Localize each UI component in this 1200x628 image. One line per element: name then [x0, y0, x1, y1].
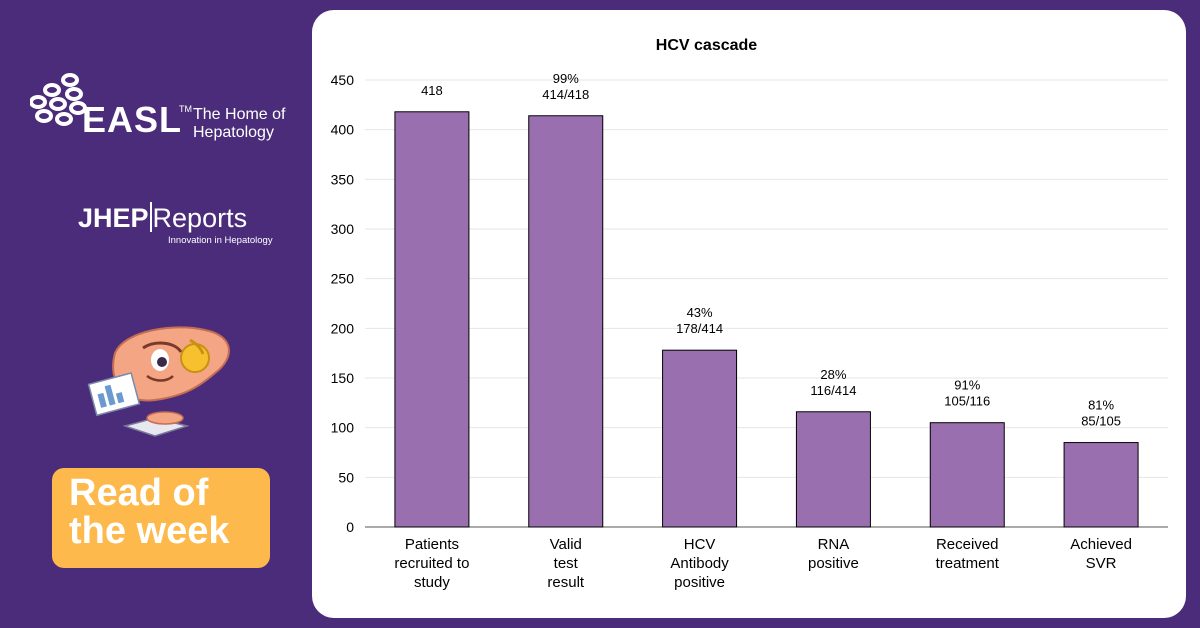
easl-tagline-line2: Hepatology — [193, 124, 274, 141]
y-tick-label: 150 — [331, 370, 355, 386]
bar — [1063, 442, 1139, 528]
y-tick-label: 350 — [331, 171, 355, 187]
jhep-reports-logo: JHEP Reports — [78, 202, 247, 234]
liver-mascot-reading-icon — [87, 326, 230, 437]
data-label: 91% — [954, 378, 980, 393]
x-tick-label: test — [554, 555, 579, 572]
bar — [929, 422, 1005, 528]
x-tick-label: Achieved — [1070, 536, 1132, 553]
y-tick-label: 450 — [331, 72, 355, 88]
jhep-logo-right: Reports — [152, 203, 248, 233]
y-tick-label: 50 — [338, 469, 354, 485]
bar — [394, 111, 470, 528]
y-tick-label: 400 — [331, 122, 355, 138]
y-tick-label: 200 — [331, 320, 355, 336]
chart-card: HCV cascade 0 50 100 150 200 250 300 350 400 450 41… — [312, 10, 1186, 618]
data-label: 43% — [687, 305, 713, 320]
hcv-cascade-chart: HCV cascade 0 50 100 150 200 250 300 350 400 450 41… — [331, 37, 1168, 591]
trademark-mark: TM — [179, 104, 192, 114]
x-tick-label: HCV — [684, 536, 716, 553]
badge-line1: Read of — [69, 472, 209, 514]
data-label: 414/418 — [542, 87, 589, 102]
bar — [528, 115, 604, 528]
badge-text: Read of the week — [69, 474, 269, 550]
x-tick-label: RNA — [818, 536, 850, 553]
jhep-tagline: Innovation in Hepatology — [168, 235, 273, 246]
easl-tagline: The Home of Hepatology — [193, 106, 285, 142]
data-label: 81% — [1088, 398, 1114, 413]
y-tick-label: 300 — [331, 221, 355, 237]
read-of-the-week-badge: Read of the week — [52, 468, 270, 568]
logo-divider — [149, 202, 152, 232]
data-label: 418 — [421, 83, 443, 98]
x-tick-label: Received — [936, 536, 999, 553]
badge-line2: the week — [69, 510, 230, 552]
data-label: 178/414 — [676, 321, 723, 336]
jhep-logo-left: JHEP — [78, 203, 149, 233]
x-tick-label: Antibody — [670, 555, 729, 572]
x-tick-label: result — [547, 574, 585, 591]
x-tick-label: study — [414, 574, 450, 591]
y-tick-label: 250 — [331, 271, 355, 287]
x-tick-label: Valid — [550, 536, 582, 553]
x-tick-label: Patients — [405, 536, 459, 553]
easl-tagline-line1: The Home of — [193, 106, 286, 123]
y-tick-label: 100 — [331, 420, 355, 436]
bar — [662, 349, 738, 528]
x-tick-label: positive — [808, 555, 859, 572]
x-tick-label: treatment — [936, 555, 1000, 572]
easl-hexagon-logo-icon — [30, 73, 87, 126]
data-label: 99% — [553, 71, 579, 86]
data-label: 105/116 — [944, 394, 990, 409]
x-tick-label: SVR — [1086, 555, 1117, 572]
x-tick-label: recruited to — [394, 555, 469, 572]
sidebar: EASL TM The Home of Hepatology JHEP Repor… — [0, 0, 310, 628]
data-label: 116/414 — [810, 383, 856, 398]
x-tick-label: positive — [674, 574, 725, 591]
y-tick-label: 0 — [346, 519, 354, 535]
data-label: 85/105 — [1081, 414, 1121, 429]
easl-wordmark: EASL — [82, 99, 183, 140]
data-label: 28% — [820, 367, 846, 382]
chart-title: HCV cascade — [656, 37, 757, 54]
bar — [795, 411, 871, 528]
